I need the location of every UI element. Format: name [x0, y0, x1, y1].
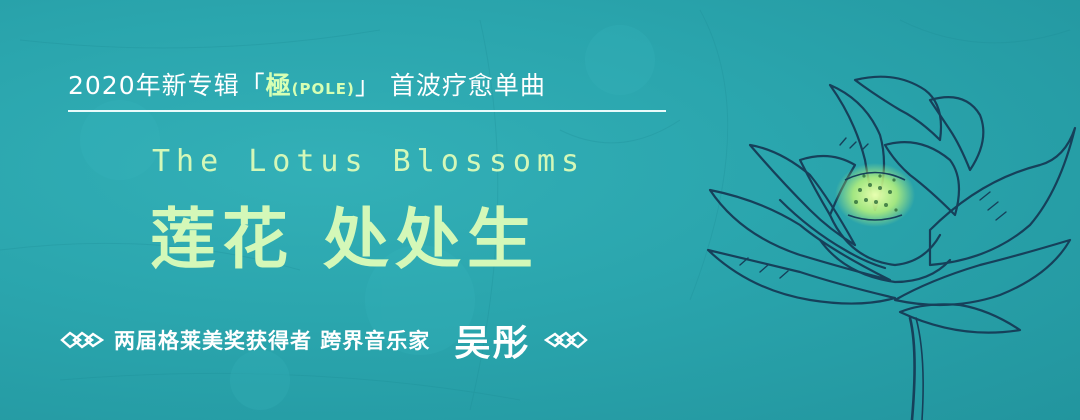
lotus-illustration	[706, 75, 1077, 420]
headline-divider	[68, 110, 666, 112]
album-subtitle: (POLE)	[291, 80, 355, 98]
artist-name: 吴彤	[454, 323, 531, 364]
song-title-chinese: 莲花 处处生	[150, 200, 539, 278]
album-name: 極	[265, 71, 292, 100]
headline-suffix: 」 首波疗愈单曲	[354, 71, 546, 100]
album-headline: 2020年新专辑「極(POLE)」 首波疗愈单曲	[68, 66, 546, 102]
artist-tagline: 两届格莱美奖获得者 跨界音乐家 吴彤	[60, 318, 589, 364]
chain-knot-icon-right	[544, 331, 589, 349]
headline-prefix: 2020年新专辑「	[68, 71, 266, 100]
artist-credentials: 两届格莱美奖获得者 跨界音乐家	[114, 329, 431, 353]
chain-knot-icon-left	[60, 331, 104, 349]
song-title-english: The Lotus Blossoms	[152, 144, 586, 179]
